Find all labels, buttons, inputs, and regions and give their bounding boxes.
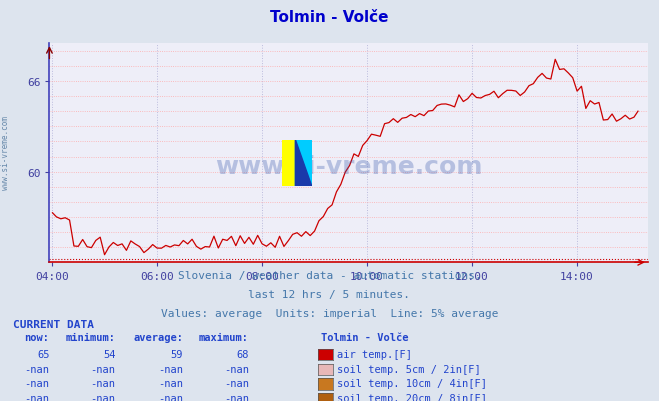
Text: now:: now: bbox=[24, 332, 49, 342]
Text: maximum:: maximum: bbox=[199, 332, 249, 342]
Text: 68: 68 bbox=[237, 349, 249, 359]
Text: CURRENT DATA: CURRENT DATA bbox=[13, 319, 94, 329]
Polygon shape bbox=[295, 140, 312, 186]
Text: -nan: -nan bbox=[224, 379, 249, 389]
Text: -nan: -nan bbox=[24, 364, 49, 374]
Text: Values: average  Units: imperial  Line: 5% average: Values: average Units: imperial Line: 5%… bbox=[161, 308, 498, 318]
Text: www.si-vreme.com: www.si-vreme.com bbox=[1, 115, 10, 189]
Text: www.si-vreme.com: www.si-vreme.com bbox=[215, 154, 482, 178]
Text: Tolmin - Volče: Tolmin - Volče bbox=[321, 332, 409, 342]
Polygon shape bbox=[282, 140, 312, 186]
Polygon shape bbox=[295, 140, 312, 186]
Text: Slovenia / weather data - automatic stations.: Slovenia / weather data - automatic stat… bbox=[178, 271, 481, 281]
Text: soil temp. 10cm / 4in[F]: soil temp. 10cm / 4in[F] bbox=[337, 379, 488, 389]
Text: last 12 hrs / 5 minutes.: last 12 hrs / 5 minutes. bbox=[248, 290, 411, 300]
Text: soil temp. 20cm / 8in[F]: soil temp. 20cm / 8in[F] bbox=[337, 393, 488, 401]
Text: 59: 59 bbox=[171, 349, 183, 359]
Text: -nan: -nan bbox=[158, 393, 183, 401]
Text: average:: average: bbox=[133, 332, 183, 342]
Text: -nan: -nan bbox=[158, 364, 183, 374]
Text: -nan: -nan bbox=[90, 379, 115, 389]
Text: -nan: -nan bbox=[90, 393, 115, 401]
Text: -nan: -nan bbox=[224, 364, 249, 374]
Text: Tolmin - Volče: Tolmin - Volče bbox=[270, 10, 389, 25]
Text: -nan: -nan bbox=[224, 393, 249, 401]
Text: soil temp. 5cm / 2in[F]: soil temp. 5cm / 2in[F] bbox=[337, 364, 481, 374]
Text: minimum:: minimum: bbox=[65, 332, 115, 342]
Text: -nan: -nan bbox=[90, 364, 115, 374]
Text: air temp.[F]: air temp.[F] bbox=[337, 349, 413, 359]
Text: -nan: -nan bbox=[24, 379, 49, 389]
Text: -nan: -nan bbox=[24, 393, 49, 401]
Text: -nan: -nan bbox=[158, 379, 183, 389]
Text: 65: 65 bbox=[37, 349, 49, 359]
Text: 54: 54 bbox=[103, 349, 115, 359]
